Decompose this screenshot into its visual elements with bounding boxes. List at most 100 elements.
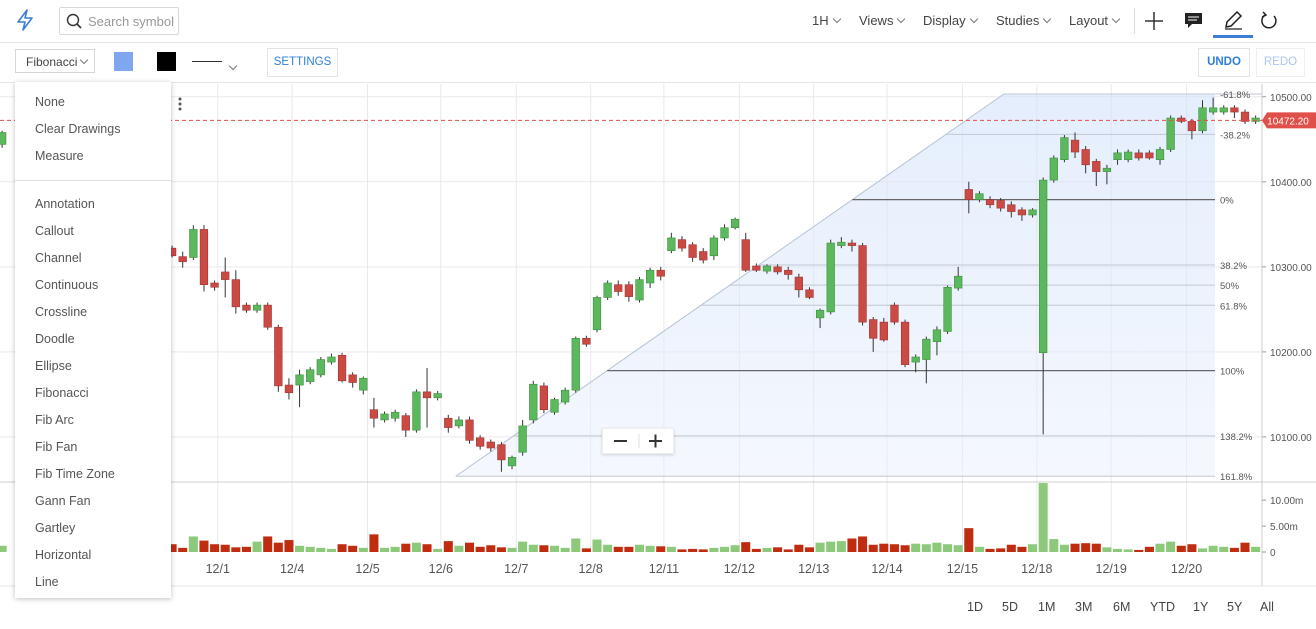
tool-select[interactable]: Fibonacci — [15, 49, 95, 73]
volume-bar — [571, 538, 581, 552]
menu-item[interactable]: Crossline — [35, 305, 88, 319]
undo-button[interactable]: UNDO — [1198, 48, 1250, 77]
candle-body — [762, 265, 772, 272]
interval-menu[interactable]: 1H — [812, 13, 841, 28]
zoom-icons[interactable] — [603, 429, 673, 453]
volume-bar — [507, 547, 517, 552]
volume-bar — [358, 547, 368, 552]
display-menu[interactable]: Display — [923, 13, 978, 28]
volume-bar — [231, 547, 241, 552]
range-button[interactable]: 1M — [1038, 600, 1056, 614]
candle-body — [1081, 149, 1090, 166]
menu-item[interactable]: Horizontal — [35, 548, 92, 562]
y-tick-label: 10200.00 — [1270, 348, 1312, 359]
volume-bar — [1229, 547, 1239, 552]
menu-item[interactable]: Channel — [35, 251, 82, 265]
volume-bar — [433, 548, 443, 552]
candle-body — [316, 359, 325, 376]
candle-body — [497, 444, 506, 461]
range-button[interactable]: 5D — [1002, 600, 1018, 614]
volume-bar — [730, 545, 740, 552]
menu-item[interactable]: Continuous — [35, 278, 99, 292]
separator — [1134, 8, 1135, 34]
comment-button[interactable] — [1184, 12, 1204, 30]
menu-item[interactable]: Gartley — [35, 521, 76, 535]
views-menu[interactable]: Views — [859, 13, 906, 28]
volume-bar — [1102, 547, 1112, 552]
x-tick-label: 12/12 — [724, 562, 755, 576]
range-button[interactable]: 6M — [1113, 600, 1131, 614]
range-button[interactable]: YTD — [1150, 600, 1175, 614]
candle-body — [369, 409, 379, 419]
range-button[interactable]: 5Y — [1227, 600, 1243, 614]
volume-bar — [422, 544, 432, 552]
volume-bar — [603, 544, 613, 552]
menu-item[interactable]: Line — [35, 575, 59, 589]
menu-item[interactable]: Fib Time Zone — [35, 467, 115, 481]
menu-item[interactable]: Ellipse — [35, 359, 72, 373]
volume-bar — [326, 548, 336, 552]
candle-body — [624, 284, 633, 297]
volume-bar — [698, 549, 708, 552]
layout-menu[interactable]: Layout — [1069, 13, 1121, 28]
volume-bar — [348, 545, 358, 552]
candle-body — [858, 245, 867, 323]
candle-body — [1230, 107, 1239, 113]
candle-body — [805, 289, 814, 298]
volume-bar — [773, 547, 783, 552]
volume-bar — [709, 547, 719, 552]
menu-item[interactable]: Fib Arc — [35, 413, 74, 427]
line-color[interactable] — [157, 52, 176, 71]
fill-color[interactable] — [114, 52, 133, 71]
draw-button[interactable] — [1222, 9, 1244, 31]
crosshair-button[interactable] — [1144, 11, 1164, 31]
top-toolbar: Search symbol 1H Views Display Studies L… — [0, 0, 1316, 43]
menu-item[interactable]: Fib Fan — [35, 440, 78, 454]
volume-bar — [1144, 546, 1154, 552]
settings-button[interactable]: SETTINGS — [267, 48, 338, 77]
line-style[interactable] — [192, 53, 242, 71]
refresh-button[interactable] — [1259, 11, 1279, 31]
logo-icon[interactable] — [15, 9, 35, 31]
menu-item[interactable]: Doodle — [35, 332, 75, 346]
candle-body — [178, 256, 187, 263]
candle-body — [1187, 121, 1197, 132]
search-box[interactable]: Search symbol — [59, 7, 179, 35]
candle-body — [592, 297, 602, 331]
menu-item[interactable]: None — [35, 95, 65, 109]
studies-menu[interactable]: Studies — [996, 13, 1052, 28]
volume-bar — [751, 548, 761, 552]
menu-item[interactable]: Fibonacci — [35, 386, 89, 400]
x-tick-label: 12/14 — [871, 562, 902, 576]
volume-bar — [666, 546, 676, 552]
menu-item[interactable]: Callout — [35, 224, 74, 238]
candle-body — [975, 193, 984, 200]
candle-body — [1198, 107, 1207, 132]
candle-body — [677, 239, 687, 249]
candle-body — [922, 338, 931, 360]
candle-body — [1124, 151, 1133, 160]
menu-item[interactable]: Measure — [35, 149, 84, 163]
volume-bar — [1134, 549, 1144, 552]
menu-item[interactable]: Clear Drawings — [35, 122, 121, 136]
range-button[interactable]: 1D — [967, 600, 983, 614]
menu-item[interactable]: Gann Fan — [35, 494, 91, 508]
candle-body — [221, 271, 230, 280]
menu-item[interactable]: Annotation — [35, 197, 95, 211]
volume-bar — [1006, 544, 1016, 552]
volume-bar — [953, 545, 963, 552]
candle-body — [1017, 209, 1027, 216]
active-indicator — [1213, 35, 1253, 38]
volume-bar — [996, 548, 1006, 552]
range-button[interactable]: All — [1260, 600, 1274, 614]
redo-button[interactable]: REDO — [1256, 48, 1305, 77]
range-button[interactable]: 3M — [1075, 600, 1093, 614]
candle-body — [667, 237, 676, 251]
range-button[interactable]: 1Y — [1193, 600, 1209, 614]
candle-body — [635, 279, 644, 301]
fib-level-label: 0% — [1220, 196, 1234, 207]
chart-options[interactable] — [176, 96, 184, 112]
volume-bar — [581, 548, 591, 552]
candle-body — [1166, 117, 1175, 150]
